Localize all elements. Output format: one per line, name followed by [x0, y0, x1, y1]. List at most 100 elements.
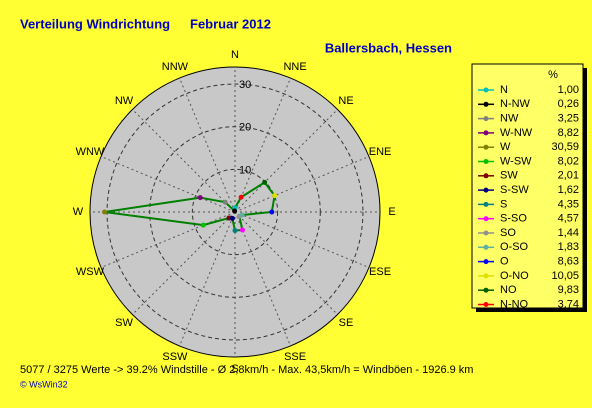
spoke — [132, 211, 236, 315]
point — [200, 222, 206, 228]
grid-ring — [149, 126, 321, 298]
spoke — [179, 211, 236, 347]
value-label: 4,57 — [558, 213, 579, 225]
legend-label: S-SO — [500, 213, 527, 225]
spoke — [234, 77, 291, 213]
legend-label: NO — [500, 284, 517, 296]
point — [222, 199, 228, 205]
legend-marker — [483, 87, 489, 93]
legend-label: O-SO — [500, 241, 529, 253]
legend-label: SO — [500, 227, 516, 239]
value-label: 8,63 — [558, 256, 579, 268]
value-label: 8,82 — [558, 127, 579, 139]
direction-label: SE — [339, 317, 354, 329]
direction-label: NW — [115, 95, 134, 107]
point — [238, 194, 244, 200]
legend-label: N-NW — [500, 98, 531, 110]
legend-label: SW — [500, 170, 518, 182]
legend-marker — [483, 173, 489, 179]
point — [232, 208, 238, 214]
value-label: 1,62 — [558, 184, 579, 196]
direction-label: NNE — [283, 61, 306, 73]
point — [102, 209, 108, 215]
value-label: 1,44 — [558, 227, 579, 239]
legend-marker — [483, 244, 489, 250]
legend-label: O — [500, 256, 509, 268]
legend-marker — [483, 130, 489, 136]
spoke — [132, 109, 236, 213]
value-label: 1,83 — [558, 241, 579, 253]
value-label: 2,01 — [558, 170, 579, 182]
value-label: 30,59 — [551, 141, 579, 153]
direction-label: SW — [115, 317, 133, 329]
point — [262, 179, 268, 185]
legend-label: W — [500, 141, 511, 153]
legend-marker — [483, 273, 489, 279]
legend-label: N-NO — [500, 298, 529, 310]
legend-marker — [483, 101, 489, 107]
legend-label: W-NW — [500, 127, 533, 139]
value-label: 8,02 — [558, 155, 579, 167]
legend-label: S-SW — [500, 184, 529, 196]
credit: © WsWin32 — [20, 379, 68, 389]
direction-label: ENE — [369, 146, 392, 158]
point — [229, 215, 235, 221]
value-label: 1,00 — [558, 84, 579, 96]
legend-marker — [483, 159, 489, 164]
value-label: 9,83 — [558, 284, 579, 296]
point — [272, 193, 278, 199]
direction-label: WNW — [76, 146, 105, 158]
legend-label: O-NO — [500, 270, 529, 282]
direction-label: NE — [338, 95, 353, 107]
spoke — [234, 211, 291, 347]
legend-marker — [483, 144, 489, 150]
legend-marker — [483, 287, 489, 293]
point — [239, 227, 245, 233]
spoke — [234, 109, 338, 213]
spoke — [100, 156, 236, 213]
direction-label: SSE — [284, 351, 306, 363]
value-label: 10,05 — [551, 270, 579, 282]
r-tick-label: 30 — [239, 79, 251, 91]
point — [269, 209, 275, 215]
value-label: 4,35 — [558, 198, 579, 210]
direction-label: ESE — [369, 266, 391, 278]
location: Ballersbach, Hessen — [325, 40, 452, 55]
legend-label: NW — [500, 113, 519, 125]
value-label: 3,74 — [558, 298, 579, 310]
legend-marker — [483, 259, 489, 265]
legend-marker — [483, 201, 489, 207]
footer: 5077 / 3275 Werte -> 39.2% Windstille - … — [20, 364, 473, 376]
direction-label: E — [388, 206, 395, 218]
legend-marker — [483, 116, 489, 122]
legend-marker — [483, 302, 489, 307]
direction-label: NNW — [162, 61, 189, 73]
direction-label: N — [231, 49, 239, 61]
point — [239, 212, 245, 218]
spoke — [234, 211, 370, 268]
spoke — [100, 211, 236, 268]
direction-label: SSW — [162, 351, 188, 363]
grid-ring — [191, 168, 279, 256]
spoke — [179, 77, 236, 213]
direction-label: S — [231, 363, 238, 375]
legend-label: N — [500, 84, 508, 96]
r-tick-label: 10 — [239, 164, 251, 176]
point — [232, 228, 238, 234]
value-label: 0,26 — [558, 98, 579, 110]
legend-label: S — [500, 198, 507, 210]
spoke — [234, 156, 370, 213]
chart-title: Verteilung Windrichtung — [20, 16, 170, 31]
spoke — [234, 211, 338, 315]
legend-marker — [483, 216, 489, 222]
legend-label: W-SW — [500, 155, 532, 167]
legend-header: % — [548, 69, 558, 81]
legend-marker — [483, 230, 489, 236]
direction-label: WSW — [76, 266, 105, 278]
direction-label: W — [73, 206, 84, 218]
legend-marker — [483, 187, 489, 193]
chart-subtitle: Februar 2012 — [190, 16, 271, 31]
value-label: 3,25 — [558, 113, 579, 125]
point — [197, 195, 203, 201]
